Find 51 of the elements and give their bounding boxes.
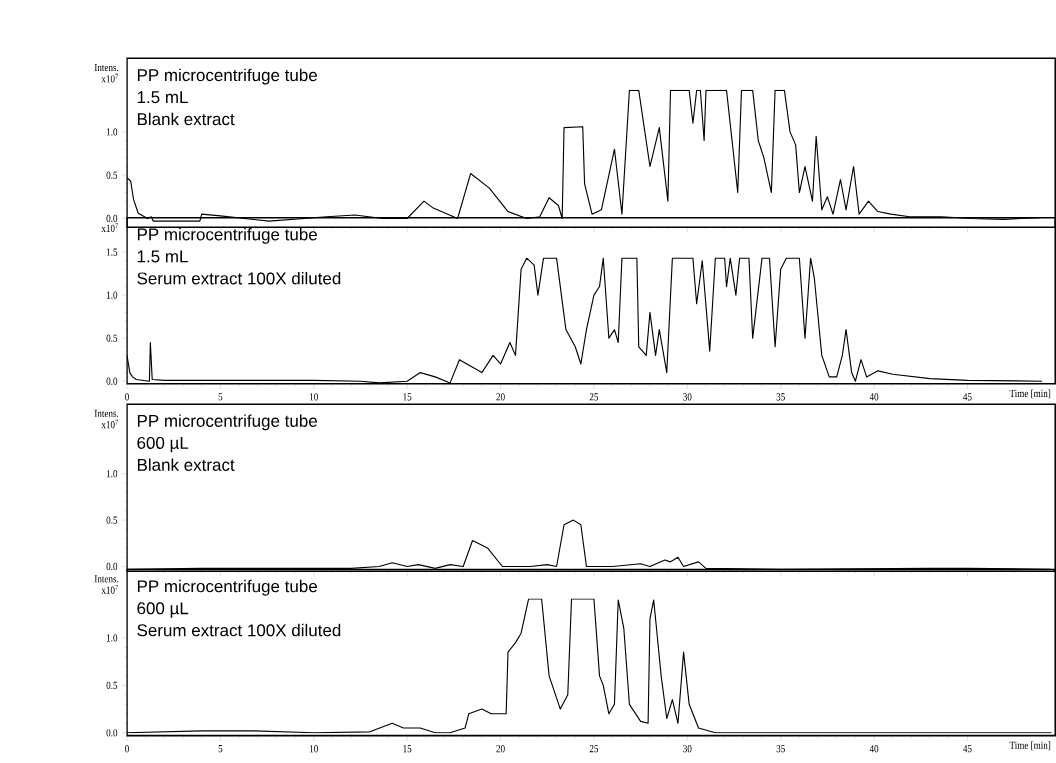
x-tick-label: 45 xyxy=(963,393,972,401)
x-axis-title: Time [min] xyxy=(1009,741,1051,751)
x-tick-label: 45 xyxy=(963,745,972,753)
annotation: PP microcentrifuge tube xyxy=(137,68,317,85)
x-axis-title: Time [min] xyxy=(1009,389,1051,399)
x-tick-label: 5 xyxy=(218,745,223,753)
annotation: PP microcentrifuge tube xyxy=(137,579,317,596)
y-tick-label: 0.5 xyxy=(106,171,118,179)
annotation: Serum extract 100X diluted xyxy=(137,623,341,637)
y-tick-label: 0.5 xyxy=(106,334,118,342)
x-tick-label: 15 xyxy=(403,745,412,753)
x-tick-label: 30 xyxy=(683,745,692,753)
x-tick-label: 10 xyxy=(310,745,318,753)
y-tick-label: 0.5 xyxy=(106,516,118,524)
y-tick-label: 0.0 xyxy=(106,214,118,223)
x-tick-label: 25 xyxy=(589,745,599,753)
annotation: Blank extract xyxy=(137,112,235,126)
y-tick-label: 0.0 xyxy=(106,562,118,571)
y-axis-title: x10$^{7}$ xyxy=(101,223,118,232)
x-tick-label: 25 xyxy=(589,393,599,401)
annotation: Serum extract 100X diluted xyxy=(137,271,341,285)
x-tick-label: 10 xyxy=(310,393,318,401)
x-tick-label: 35 xyxy=(776,745,785,753)
annotation: PP microcentrifuge tube xyxy=(137,414,317,431)
y-tick-label: 0.0 xyxy=(106,729,118,737)
y-tick-label: 1.0 xyxy=(106,291,118,299)
y-axis-title: Intens. x10$^{7}$ xyxy=(94,575,119,594)
x-tick-label: 15 xyxy=(403,393,412,401)
x-tick-label: 40 xyxy=(869,745,879,753)
x-tick-label: 40 xyxy=(869,393,879,401)
y-tick-label: 1.0 xyxy=(106,128,118,136)
annotation: PP microcentrifuge tube xyxy=(137,227,317,244)
y-tick-label: 1.0 xyxy=(106,470,118,478)
y-axis-title: Intens. x10$^{7}$ xyxy=(94,409,119,429)
y-tick-label: 0.5 xyxy=(106,681,118,689)
annotation: 600 µL xyxy=(137,602,189,618)
y-tick-label: 0.0 xyxy=(106,377,118,385)
y-tick-label: 1.5 xyxy=(106,248,118,256)
x-tick-label: 0 xyxy=(125,393,129,401)
x-tick-label: 30 xyxy=(683,393,692,401)
x-tick-label: 35 xyxy=(776,393,785,401)
annotation: Blank extract xyxy=(137,458,235,471)
annotation: 1.5 mL xyxy=(137,250,188,263)
x-tick-label: 20 xyxy=(496,745,505,753)
y-axis-title: Intens. x10$^{7}$ xyxy=(94,63,119,83)
y-tick-label: 1.0 xyxy=(106,634,118,642)
x-tick-label: 20 xyxy=(496,393,505,401)
annotation: 1.5 mL xyxy=(137,91,188,104)
x-tick-label: 5 xyxy=(218,393,223,401)
x-tick-label: 0 xyxy=(125,745,129,753)
annotation: 600 µL xyxy=(137,436,189,453)
